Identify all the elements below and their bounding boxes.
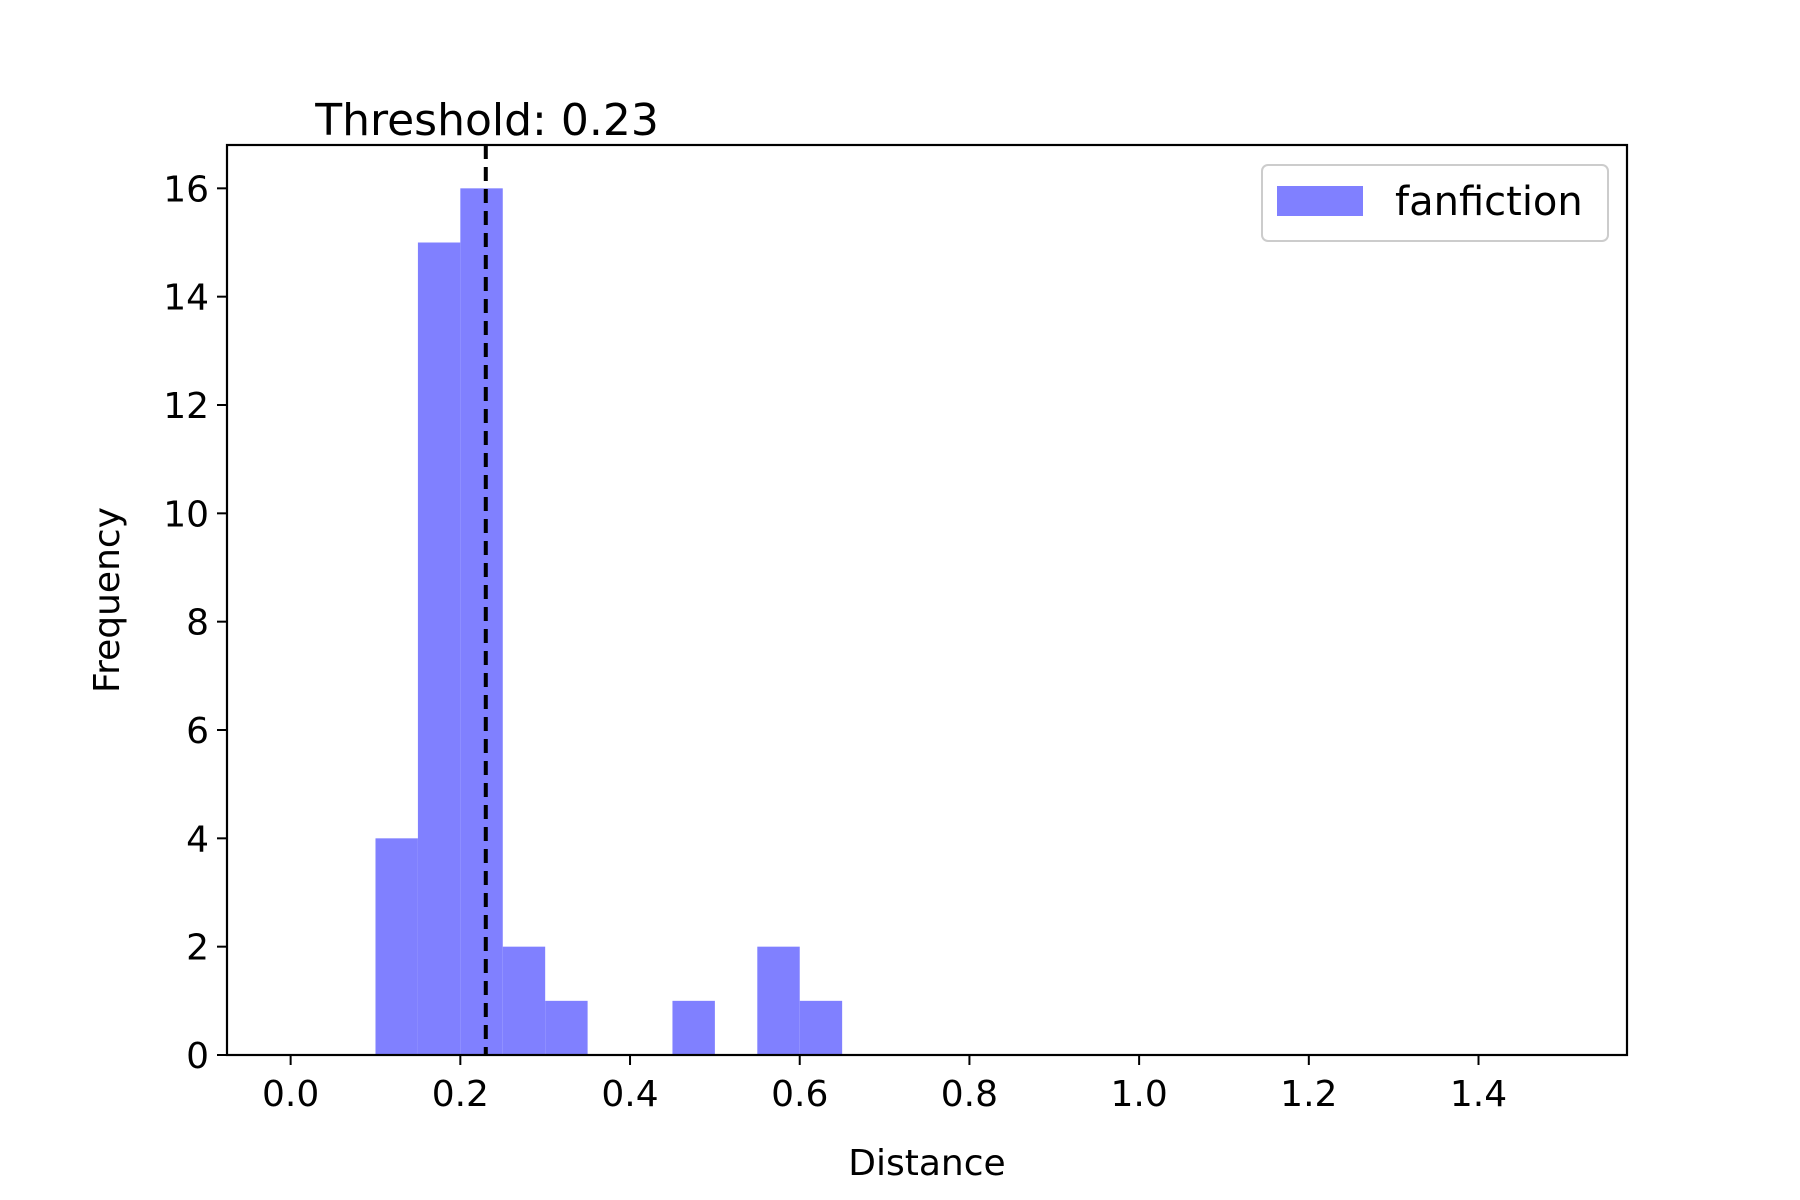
legend-box [1261, 164, 1609, 242]
x-tick-label: 0.4 [601, 1074, 658, 1115]
x-tick-label: 1.2 [1280, 1074, 1337, 1115]
y-tick-label: 8 [186, 603, 209, 644]
y-axis-label: Frequency [87, 507, 128, 693]
chart-title: Threshold: 0.23 [314, 95, 659, 146]
histogram-bar [375, 838, 418, 1055]
legend: fanfiction [1261, 164, 1609, 242]
y-tick-label: 2 [186, 928, 209, 969]
legend-swatch-fanfiction [1277, 186, 1363, 216]
histogram-bar [460, 188, 503, 1056]
x-tick-label: 0.2 [432, 1074, 489, 1115]
x-axis-label: Distance [848, 1143, 1005, 1184]
histogram-bar [672, 1000, 715, 1055]
histogram-bar [757, 946, 800, 1055]
x-tick-label: 0.0 [262, 1074, 319, 1115]
x-tick-label: 0.6 [771, 1074, 828, 1115]
x-tick-label: 1.0 [1110, 1074, 1167, 1115]
histogram-bar [417, 242, 461, 1055]
y-tick-label: 10 [163, 494, 209, 535]
y-tick-label: 6 [186, 711, 209, 752]
y-tick-label: 16 [163, 169, 209, 210]
y-tick-label: 12 [163, 386, 209, 427]
y-tick-label: 0 [186, 1036, 209, 1077]
x-tick-label: 1.4 [1450, 1074, 1507, 1115]
y-tick-label: 14 [163, 278, 209, 319]
x-axis-ticks: 0.0 0.2 0.4 0.6 0.8 1.0 1.2 1.4 [262, 1055, 1507, 1115]
histogram-bar [502, 946, 546, 1055]
axes-frame [225, 143, 1629, 1057]
histogram-bar [545, 1000, 588, 1055]
bars-group [375, 188, 843, 1056]
x-tick-label: 0.8 [941, 1074, 998, 1115]
y-axis-ticks: 0 2 4 6 8 10 12 14 16 [163, 169, 227, 1077]
y-tick-label: 4 [186, 819, 209, 860]
histogram-bar [799, 1000, 843, 1055]
legend-label-fanfiction: fanfiction [1395, 179, 1583, 225]
